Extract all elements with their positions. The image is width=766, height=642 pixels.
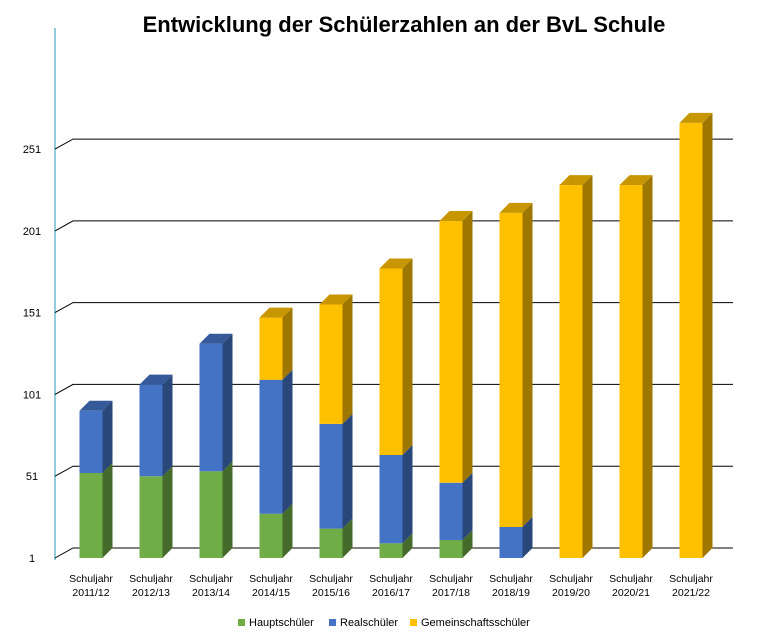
bar-gemeinschaftsschüler-7-side — [522, 202, 533, 527]
bar-hauptschüler-5-side — [402, 533, 413, 558]
bar-group-4 — [319, 294, 353, 558]
x-tick-label: Schuljahr 2016/17 — [369, 573, 413, 599]
bar-hauptschüler-1-side — [162, 466, 173, 558]
bar-realschüler-5 — [379, 455, 403, 544]
legend-swatch-0 — [238, 619, 245, 626]
bar-realschüler-1 — [139, 384, 163, 477]
chart-title: Entwicklung der Schülerzahlen an der BvL… — [143, 12, 666, 37]
bar-gemeinschaftsschüler-10-side — [702, 112, 713, 559]
bar-realschüler-3-side — [282, 369, 293, 514]
x-tick-label: Schuljahr 2011/12 — [69, 573, 113, 599]
bar-group-10 — [679, 112, 713, 559]
bar-realschüler-0 — [79, 410, 103, 473]
bar-realschüler-4-side — [342, 413, 353, 529]
bar-gemeinschaftsschüler-8-top — [559, 175, 593, 186]
bar-group-8 — [559, 175, 593, 558]
bar-hauptschüler-3-side — [282, 503, 293, 558]
x-tick-label: Schuljahr 2019/20 — [549, 573, 593, 599]
y-tick-label: 101 — [23, 389, 41, 401]
legend-swatch-1 — [329, 619, 336, 626]
bar-gemeinschaftsschüler-7 — [499, 212, 523, 527]
bar-realschüler-3 — [259, 379, 283, 514]
bar-gemeinschaftsschüler-5-top — [379, 258, 413, 269]
bar-hauptschüler-3 — [259, 513, 283, 558]
bar-realschüler-7-side — [522, 516, 533, 558]
bar-gemeinschaftsschüler-9 — [619, 185, 643, 558]
x-axis-labels: Schuljahr 2011/12 Schuljahr 2012/13 Schuljah… — [69, 573, 713, 599]
bar-gemeinschaftsschüler-7-top — [499, 202, 533, 213]
bar-realschüler-4 — [319, 423, 343, 529]
bar-realschüler-6-side — [462, 472, 473, 540]
bar-gemeinschaftsschüler-6 — [439, 221, 463, 483]
legend: Hauptschüler Realschüler Gemeinschaftsschü… — [238, 617, 530, 629]
bar-gemeinschaftsschüler-9-side — [642, 175, 653, 558]
bar-hauptschüler-1 — [139, 476, 163, 558]
bar-gemeinschaftsschüler-3-side — [282, 307, 293, 380]
y-tick-label: 151 — [23, 308, 41, 320]
x-tick-label: Schuljahr 2021/22 — [669, 573, 713, 599]
bar-gemeinschaftsschüler-4 — [319, 304, 343, 424]
x-tick-label: Schuljahr 2017/18 — [429, 573, 473, 599]
y-tick-label: 51 — [26, 471, 38, 483]
bar-realschüler-7 — [499, 526, 523, 558]
bar-gemeinschaftsschüler-3-top — [259, 307, 293, 318]
bar-group-7 — [499, 202, 533, 558]
y-tick-label: 1 — [29, 553, 35, 565]
bar-gemeinschaftsschüler-4-side — [342, 294, 353, 424]
bar-hauptschüler-2-side — [222, 461, 233, 558]
bar-group-0 — [79, 400, 113, 558]
bar-hauptschüler-6 — [439, 540, 463, 558]
y-tick-label: 201 — [23, 226, 41, 238]
y-tick-label: 251 — [23, 144, 41, 156]
bars — [79, 112, 713, 559]
bar-gemeinschaftsschüler-3 — [259, 317, 283, 380]
legend-label-2: Gemeinschaftsschüler — [421, 617, 530, 629]
bar-group-1 — [139, 374, 173, 558]
bar-gemeinschaftsschüler-8 — [559, 185, 583, 558]
bar-gemeinschaftsschüler-5-side — [402, 258, 413, 455]
bar-hauptschüler-4-side — [342, 518, 353, 558]
bar-realschüler-1-side — [162, 374, 173, 477]
x-tick-label: Schuljahr 2014/15 — [249, 573, 293, 599]
x-tick-label: Schuljahr 2013/14 — [189, 573, 233, 599]
bar-realschüler-2-top — [199, 333, 233, 344]
bar-group-5 — [379, 258, 413, 558]
bar-hauptschüler-0 — [79, 472, 103, 558]
x-tick-label: Schuljahr 2018/19 — [489, 573, 533, 599]
bar-gemeinschaftsschüler-10-top — [679, 112, 713, 123]
bar-realschüler-1-top — [139, 374, 173, 385]
bar-group-6 — [439, 211, 473, 558]
bar-gemeinschaftsschüler-9-top — [619, 175, 653, 186]
bar-gemeinschaftsschüler-6-top — [439, 211, 473, 221]
bar-group-2 — [199, 333, 233, 558]
bar-realschüler-0-top — [79, 400, 113, 411]
bar-gemeinschaftsschüler-10 — [679, 122, 703, 559]
bar-gemeinschaftsschüler-5 — [379, 268, 403, 455]
bar-realschüler-2-side — [222, 333, 233, 472]
legend-label-1: Realschüler — [340, 617, 398, 629]
bar-group-9 — [619, 175, 653, 558]
legend-label-0: Hauptschüler — [249, 617, 314, 629]
bar-hauptschüler-6-side — [462, 530, 473, 558]
bar-gemeinschaftsschüler-4-top — [319, 294, 353, 305]
bar-gemeinschaftsschüler-8-side — [582, 175, 593, 558]
bar-hauptschüler-4 — [319, 528, 343, 558]
gridline-5 — [54, 138, 733, 150]
legend-swatch-2 — [410, 619, 417, 626]
bar-group-3 — [259, 307, 293, 558]
bar-realschüler-0-side — [102, 400, 113, 473]
bar-realschüler-2 — [199, 343, 223, 472]
bar-hauptschüler-5 — [379, 543, 403, 558]
x-tick-label: Schuljahr 2012/13 — [129, 573, 173, 599]
bar-hauptschüler-2 — [199, 471, 223, 558]
x-tick-label: Schuljahr 2015/16 — [309, 573, 353, 599]
bar-hauptschüler-0-side — [102, 462, 113, 558]
bar-realschüler-5-side — [402, 445, 413, 544]
bar-gemeinschaftsschüler-6-side — [462, 211, 473, 483]
x-tick-label: Schuljahr 2020/21 — [609, 573, 653, 599]
bar-realschüler-6 — [439, 482, 463, 541]
